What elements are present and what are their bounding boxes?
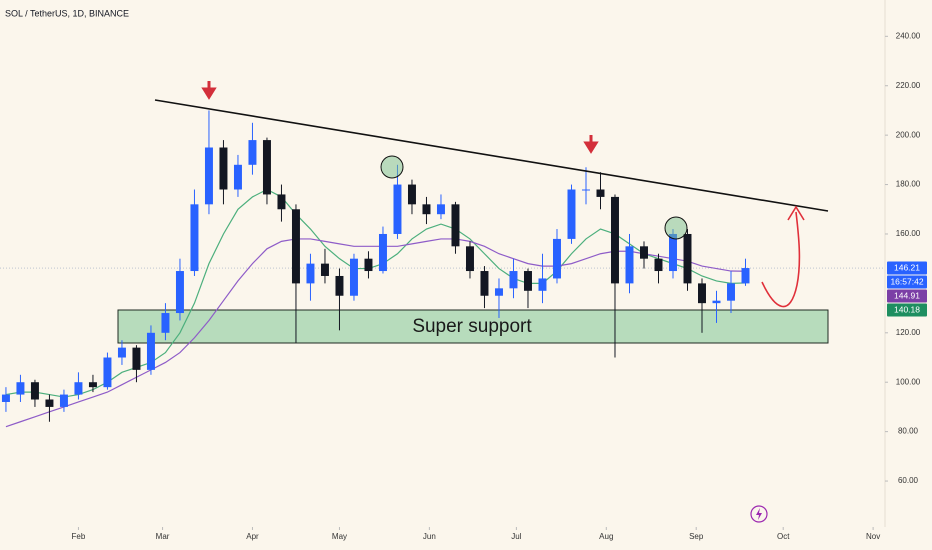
candle-body xyxy=(161,313,170,333)
peak-circle xyxy=(664,216,688,240)
candle-body xyxy=(74,382,83,395)
candle-body xyxy=(552,238,561,279)
countdown-label: 16:57:42 xyxy=(890,276,923,286)
y-tick-label: 160.00 xyxy=(896,229,921,238)
candle-body xyxy=(306,263,315,284)
x-tick-label: Aug xyxy=(599,532,613,541)
candle-body xyxy=(611,196,619,284)
candle-body xyxy=(364,258,373,272)
candle-body xyxy=(262,140,271,195)
price-label: 140.18 xyxy=(894,304,920,314)
candle-body xyxy=(219,147,228,190)
candle-body xyxy=(335,275,344,296)
candle-body xyxy=(146,332,155,370)
candle-body xyxy=(291,209,300,284)
candle-body xyxy=(45,399,54,407)
candle-body xyxy=(422,204,431,215)
candle-body xyxy=(117,347,126,358)
x-tick-label: Jun xyxy=(423,532,436,541)
candle-body xyxy=(451,204,460,247)
candle-body xyxy=(669,233,677,272)
candle-body xyxy=(509,271,518,289)
candle-body xyxy=(393,184,402,234)
candle-body xyxy=(596,189,605,197)
moving-average xyxy=(5,238,746,428)
peak-circle xyxy=(380,155,404,179)
candle-body xyxy=(640,246,648,259)
y-tick-label: 220.00 xyxy=(896,81,921,90)
candle-body xyxy=(1,394,10,402)
x-tick-label: Apr xyxy=(246,532,259,541)
candle-body xyxy=(132,347,141,370)
candle-body xyxy=(233,164,242,190)
candle-body xyxy=(320,263,329,276)
countdown-label-box xyxy=(887,275,927,289)
trend-line xyxy=(154,99,829,212)
candle-body xyxy=(654,258,663,272)
candle-body xyxy=(378,233,387,272)
arrow-down xyxy=(201,81,217,100)
candle-body xyxy=(175,271,184,314)
price-label-box xyxy=(887,261,927,275)
candle-body xyxy=(494,288,503,296)
candle-body xyxy=(538,278,547,291)
y-tick-label: 180.00 xyxy=(896,180,921,189)
x-tick-label: May xyxy=(332,532,347,541)
candle-body xyxy=(712,300,721,304)
x-tick-label: Feb xyxy=(72,532,86,541)
candle-body xyxy=(698,283,706,304)
chart-title: SOL / TetherUS, 1D, BINANCE xyxy=(5,8,129,18)
candle-body xyxy=(480,271,489,296)
y-tick-label: 100.00 xyxy=(896,377,921,386)
candle-body xyxy=(683,233,692,284)
candle-body xyxy=(277,194,286,210)
candle-body xyxy=(30,382,39,400)
x-tick-label: Nov xyxy=(866,532,880,541)
x-tick-label: Oct xyxy=(777,532,790,541)
x-tick-label: Mar xyxy=(156,532,170,541)
support-zone xyxy=(117,309,829,344)
candle-body xyxy=(465,246,474,272)
price-label-box xyxy=(887,289,927,303)
candle-body xyxy=(407,184,416,205)
x-tick-label: Jul xyxy=(511,532,521,541)
zone-label: Super support xyxy=(412,316,532,337)
candle-body xyxy=(625,246,634,284)
y-tick-label: 80.00 xyxy=(898,427,919,436)
candle-body xyxy=(248,140,257,165)
price-label: 146.21 xyxy=(894,262,920,272)
candle-body xyxy=(567,189,576,239)
projection-arrowhead xyxy=(787,205,805,221)
candle-body xyxy=(204,147,213,205)
candle-body xyxy=(349,258,358,296)
projection-arrow xyxy=(761,211,801,308)
plot-area xyxy=(0,110,885,428)
y-tick-label: 120.00 xyxy=(896,328,921,337)
y-tick-label: 60.00 xyxy=(898,476,919,485)
markers xyxy=(201,81,805,308)
arrow-down xyxy=(583,135,599,154)
candle-body xyxy=(103,357,112,388)
candle-body xyxy=(190,204,199,272)
price-label-box xyxy=(887,303,927,317)
x-tick-label: Sep xyxy=(689,532,704,541)
candle-body xyxy=(582,189,590,191)
candle-body xyxy=(59,394,68,407)
candle-body xyxy=(88,382,97,388)
candle-body xyxy=(727,283,735,301)
candle-body xyxy=(436,204,445,215)
candle-body xyxy=(16,382,25,395)
y-tick-label: 200.00 xyxy=(896,130,921,139)
price-label: 144.91 xyxy=(894,290,920,300)
y-tick-label: 240.00 xyxy=(896,31,921,40)
alert-icon[interactable] xyxy=(750,505,768,523)
candle-body xyxy=(523,271,532,291)
moving-average xyxy=(5,188,746,398)
candle-body xyxy=(741,268,750,284)
